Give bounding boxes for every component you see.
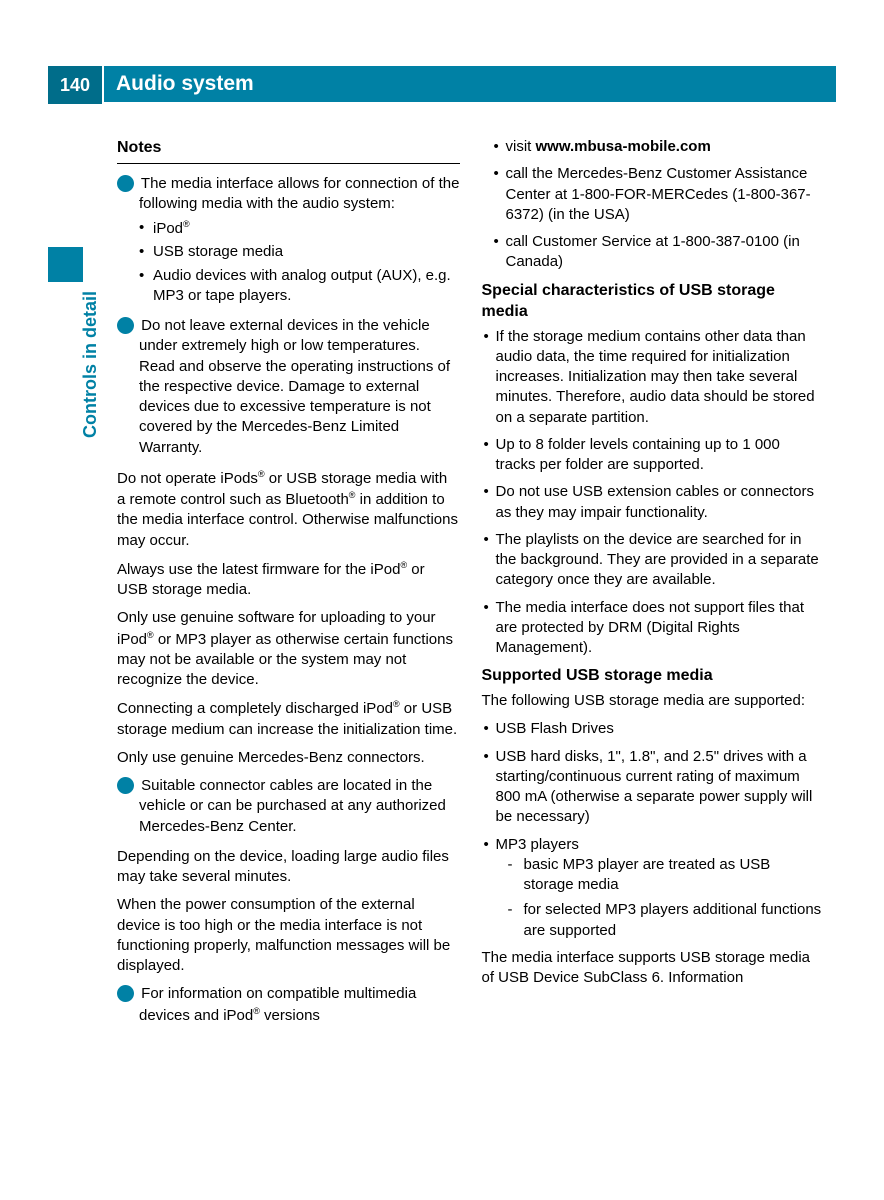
list-item: The media interface does not support fil… [482,598,825,659]
list-item: Audio devices with analog output (AUX), … [139,266,460,307]
info-icon: i [117,985,134,1002]
url-link[interactable]: www.mbusa-mobile.com [536,138,711,155]
closing-paragraph: The media interface supports USB storage… [482,948,825,989]
side-section-label: Controls in detail [78,291,102,438]
info-block-4: i For information on compatible multimed… [117,984,460,1026]
list-item: Up to 8 folder levels containing up to 1… [482,435,825,476]
list-item: call the Mercedes-Benz Customer Assistan… [492,164,825,225]
paragraph: When the power consumption of the extern… [117,895,460,976]
mp3-sublist: basic MP3 player are treated as USB stor… [496,855,825,941]
paragraph: Always use the latest firmware for the i… [117,559,460,601]
header-title: Audio system [104,66,836,104]
list-item: The playlists on the device are searched… [482,530,825,591]
left-column: Notes i The media interface allows for c… [117,137,460,1036]
info3-text: Suitable connector cables are located in… [139,777,446,835]
side-tab-marker [48,247,83,282]
info-block-2: i Do not leave external devices in the v… [117,316,460,458]
list-item: Do not use USB extension cables or conne… [482,482,825,523]
list-item: USB Flash Drives [482,719,825,739]
content-area: Notes i The media interface allows for c… [117,137,824,1036]
contact-bullets: visit www.mbusa-mobile.com call the Merc… [482,137,825,273]
list-item: basic MP3 player are treated as USB stor… [508,855,825,896]
list-item: iPod® [139,218,460,239]
supported-intro: The following USB storage media are supp… [482,691,825,711]
paragraph: Only use genuine software for uploading … [117,608,460,690]
list-item: visit www.mbusa-mobile.com [492,137,825,157]
paragraph: Do not operate iPods® or USB storage med… [117,468,460,551]
page-header: 140 Audio system [48,66,836,104]
list-item: USB hard disks, 1", 1.8", and 2.5" drive… [482,747,825,828]
list-item: If the storage medium contains other dat… [482,327,825,428]
paragraph: Only use genuine Mercedes-Benz connector… [117,748,460,768]
info-icon: i [117,175,134,192]
list-item: for selected MP3 players additional func… [508,900,825,941]
supported-bullets: USB Flash Drives USB hard disks, 1", 1.8… [482,719,825,941]
right-column: visit www.mbusa-mobile.com call the Merc… [482,137,825,1036]
info1-text: The media interface allows for connectio… [139,175,459,212]
paragraph: Depending on the device, loading large a… [117,847,460,888]
info-block-3: i Suitable connector cables are located … [117,776,460,837]
page-number: 140 [48,66,104,104]
info2-text: Do not leave external devices in the veh… [139,317,450,456]
list-item: MP3 players basic MP3 player are treated… [482,835,825,941]
info-block-1: i The media interface allows for connect… [117,174,460,307]
info-icon: i [117,777,134,794]
special-heading: Special characteristics of USB storage m… [482,280,825,323]
notes-heading: Notes [117,137,460,164]
list-item: USB storage media [139,242,460,262]
special-bullets: If the storage medium contains other dat… [482,327,825,659]
paragraph: Connecting a completely discharged iPod®… [117,698,460,740]
list-item: call Customer Service at 1-800-387-0100 … [492,232,825,273]
info-icon: i [117,317,134,334]
info1-bullets: iPod® USB storage media Audio devices wi… [117,218,460,306]
supported-heading: Supported USB storage media [482,665,825,687]
